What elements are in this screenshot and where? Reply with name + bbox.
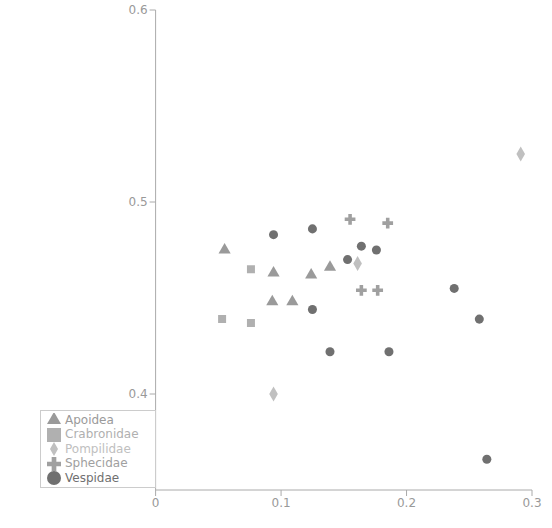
svg-text:0.1: 0.1 — [272, 496, 291, 510]
html-text:Vespidae: Vespidae — [65, 470, 120, 485]
svg-text:0: 0 — [152, 496, 160, 510]
svg-text:0.4: 0.4 — [129, 387, 148, 401]
svg-text:0.3: 0.3 — [522, 496, 541, 510]
html-text:Crabronidae: Crabronidae — [65, 427, 139, 441]
svg-text:0.5: 0.5 — [129, 195, 148, 209]
html-text:Sphecidae: Sphecidae — [65, 456, 128, 470]
html-text:Apoidea: Apoidea — [65, 412, 114, 427]
html-text:Pompilidae: Pompilidae — [65, 441, 131, 456]
svg-text:0.2: 0.2 — [397, 496, 416, 510]
svg-text:0.6: 0.6 — [129, 3, 148, 17]
